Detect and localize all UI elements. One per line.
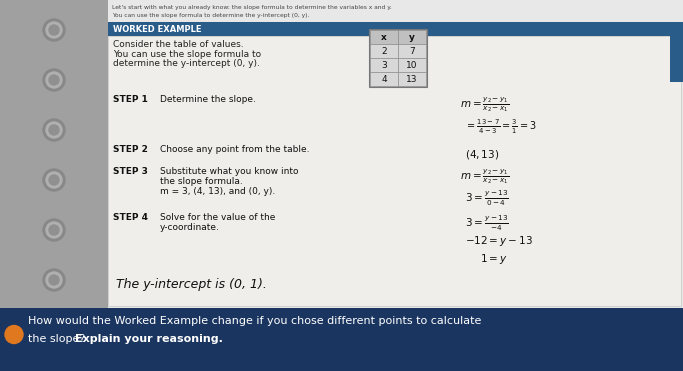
Text: 4: 4 xyxy=(381,75,387,83)
Text: 3: 3 xyxy=(381,60,387,69)
FancyBboxPatch shape xyxy=(108,22,681,36)
Text: 7: 7 xyxy=(409,46,415,56)
Text: Substitute what you know into: Substitute what you know into xyxy=(160,167,298,176)
Text: Determine the slope.: Determine the slope. xyxy=(160,95,256,104)
Text: x: x xyxy=(381,33,387,42)
Text: Choose any point from the table.: Choose any point from the table. xyxy=(160,145,309,154)
Text: Explain your reasoning.: Explain your reasoning. xyxy=(75,334,223,344)
Text: STEP 4: STEP 4 xyxy=(113,213,148,222)
FancyBboxPatch shape xyxy=(108,36,681,306)
Circle shape xyxy=(46,172,62,188)
Circle shape xyxy=(46,22,62,38)
Circle shape xyxy=(49,125,59,135)
Text: 2: 2 xyxy=(381,46,387,56)
Circle shape xyxy=(46,122,62,138)
Circle shape xyxy=(43,169,65,191)
FancyBboxPatch shape xyxy=(370,72,398,86)
Circle shape xyxy=(43,269,65,291)
FancyBboxPatch shape xyxy=(670,22,683,82)
Text: m = 3, (4, 13), and (0, y).: m = 3, (4, 13), and (0, y). xyxy=(160,187,275,196)
Text: $m=\frac{y_2-y_1}{x_2-x_1}$: $m=\frac{y_2-y_1}{x_2-x_1}$ xyxy=(460,96,510,114)
Text: $3=\frac{y-13}{0-4}$: $3=\frac{y-13}{0-4}$ xyxy=(465,188,509,208)
Text: You can use the slope formula to: You can use the slope formula to xyxy=(113,50,261,59)
Text: determine the y-intercept (0, y).: determine the y-intercept (0, y). xyxy=(113,59,260,68)
FancyBboxPatch shape xyxy=(370,44,398,58)
Text: You can use the slope formula to determine the y-intercept (0, y).: You can use the slope formula to determi… xyxy=(112,13,309,18)
Circle shape xyxy=(5,325,23,344)
FancyBboxPatch shape xyxy=(0,0,108,308)
Circle shape xyxy=(46,272,62,288)
Text: STEP 1: STEP 1 xyxy=(113,95,148,104)
Circle shape xyxy=(46,72,62,88)
Circle shape xyxy=(46,222,62,238)
Text: STEP 2: STEP 2 xyxy=(113,145,148,154)
Circle shape xyxy=(49,275,59,285)
Circle shape xyxy=(49,175,59,185)
FancyBboxPatch shape xyxy=(369,29,427,87)
Text: y: y xyxy=(409,33,415,42)
Text: $=\frac{13-7}{4-3}=\frac{3}{1}=3$: $=\frac{13-7}{4-3}=\frac{3}{1}=3$ xyxy=(465,118,536,136)
Circle shape xyxy=(43,69,65,91)
Text: y-coordinate.: y-coordinate. xyxy=(160,223,220,232)
FancyBboxPatch shape xyxy=(0,308,683,371)
Text: $3=\frac{y-13}{-4}$: $3=\frac{y-13}{-4}$ xyxy=(465,213,509,233)
Text: STEP 3: STEP 3 xyxy=(113,167,148,176)
FancyBboxPatch shape xyxy=(108,0,683,308)
Circle shape xyxy=(49,25,59,35)
Circle shape xyxy=(43,19,65,41)
Text: Let's start with what you already know: the slope formula to determine the varia: Let's start with what you already know: … xyxy=(112,5,392,10)
FancyBboxPatch shape xyxy=(398,58,426,72)
Text: the slope?: the slope? xyxy=(28,334,89,344)
Text: Consider the table of values.: Consider the table of values. xyxy=(113,40,244,49)
FancyBboxPatch shape xyxy=(370,58,398,72)
FancyBboxPatch shape xyxy=(370,30,398,44)
Text: $m=\frac{y_2-y_1}{x_2-x_1}$: $m=\frac{y_2-y_1}{x_2-x_1}$ xyxy=(460,168,510,186)
Circle shape xyxy=(49,225,59,235)
Text: the slope formula.: the slope formula. xyxy=(160,177,242,186)
Text: $(4,13)$: $(4,13)$ xyxy=(465,148,499,161)
Text: $1=y$: $1=y$ xyxy=(480,252,507,266)
Text: Solve for the value of the: Solve for the value of the xyxy=(160,213,275,222)
Text: 10: 10 xyxy=(406,60,418,69)
Text: 13: 13 xyxy=(406,75,418,83)
FancyBboxPatch shape xyxy=(398,44,426,58)
Circle shape xyxy=(49,75,59,85)
Circle shape xyxy=(43,219,65,241)
Text: WORKED EXAMPLE: WORKED EXAMPLE xyxy=(113,24,201,33)
FancyBboxPatch shape xyxy=(398,72,426,86)
Text: How would the Worked Example change if you chose different points to calculate: How would the Worked Example change if y… xyxy=(28,316,482,326)
Text: The y-intercept is (0, 1).: The y-intercept is (0, 1). xyxy=(116,278,267,291)
FancyBboxPatch shape xyxy=(398,30,426,44)
Circle shape xyxy=(43,119,65,141)
Text: $-12=y-13$: $-12=y-13$ xyxy=(465,234,533,248)
